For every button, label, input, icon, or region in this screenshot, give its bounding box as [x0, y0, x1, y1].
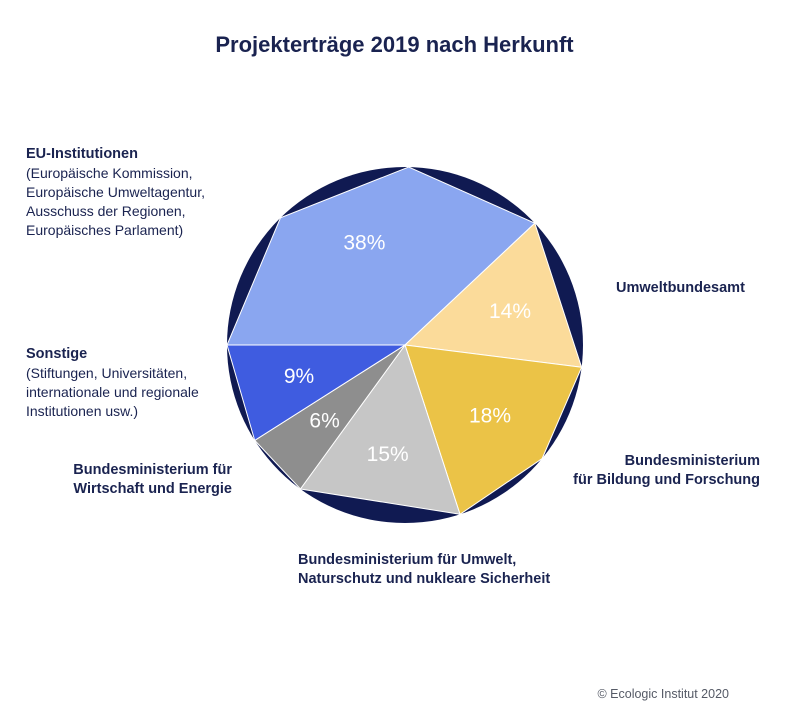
label-sonstige-head: Sonstige	[26, 346, 88, 362]
copyright: © Ecologic Institut 2020	[597, 687, 729, 701]
label-bmu-line-2: Naturschutz und nukleare Sicherheit	[298, 571, 551, 587]
label-eu-line-3: Ausschuss der Regionen,	[26, 203, 186, 219]
label-bmbf-line-2: für Bildung und Forschung	[573, 472, 760, 488]
label-sonstige-line-2: internationale und regionale	[26, 384, 199, 400]
slice-value-label: 18%	[469, 404, 511, 427]
slice-value-label: 9%	[284, 365, 314, 388]
label-uba-head: Umweltbundesamt	[616, 280, 745, 296]
label-eu-institutionen: EU-Institutionen (Europäische Kommission…	[26, 145, 205, 240]
label-sonstige-line-1: (Stiftungen, Universitäten,	[26, 365, 188, 381]
label-bmu: Bundesministerium für Umwelt, Naturschut…	[298, 551, 550, 589]
slice-value-label: 15%	[367, 443, 409, 466]
label-bmbf: Bundesministerium für Bildung und Forsch…	[520, 452, 760, 490]
label-bmwi-line-2: Wirtschaft und Energie	[73, 481, 232, 497]
label-eu-line-2: Europäische Umweltagentur,	[26, 184, 205, 200]
label-bmbf-line-1: Bundesministerium	[624, 453, 760, 469]
slice-value-label: 14%	[489, 300, 531, 323]
label-eu-line-4: Europäisches Parlament)	[26, 222, 184, 238]
label-bmwi: Bundesministerium für Wirtschaft und Ene…	[40, 461, 232, 499]
label-eu-line-1: (Europäische Kommission,	[26, 165, 193, 181]
pie-slice	[226, 344, 407, 442]
label-sonstige: Sonstige (Stiftungen, Universitäten, int…	[26, 345, 199, 421]
label-eu-head: EU-Institutionen	[26, 146, 138, 162]
slice-value-label: 38%	[343, 231, 385, 254]
label-bmu-line-1: Bundesministerium für Umwelt,	[298, 552, 517, 568]
label-umweltbundesamt: Umweltbundesamt	[616, 279, 745, 298]
label-sonstige-line-3: Institutionen usw.)	[26, 403, 139, 419]
chart-title: Projekterträge 2019 nach Herkunft	[215, 32, 574, 57]
label-bmwi-line-1: Bundesministerium für	[73, 462, 232, 478]
slice-value-label: 6%	[309, 410, 339, 433]
